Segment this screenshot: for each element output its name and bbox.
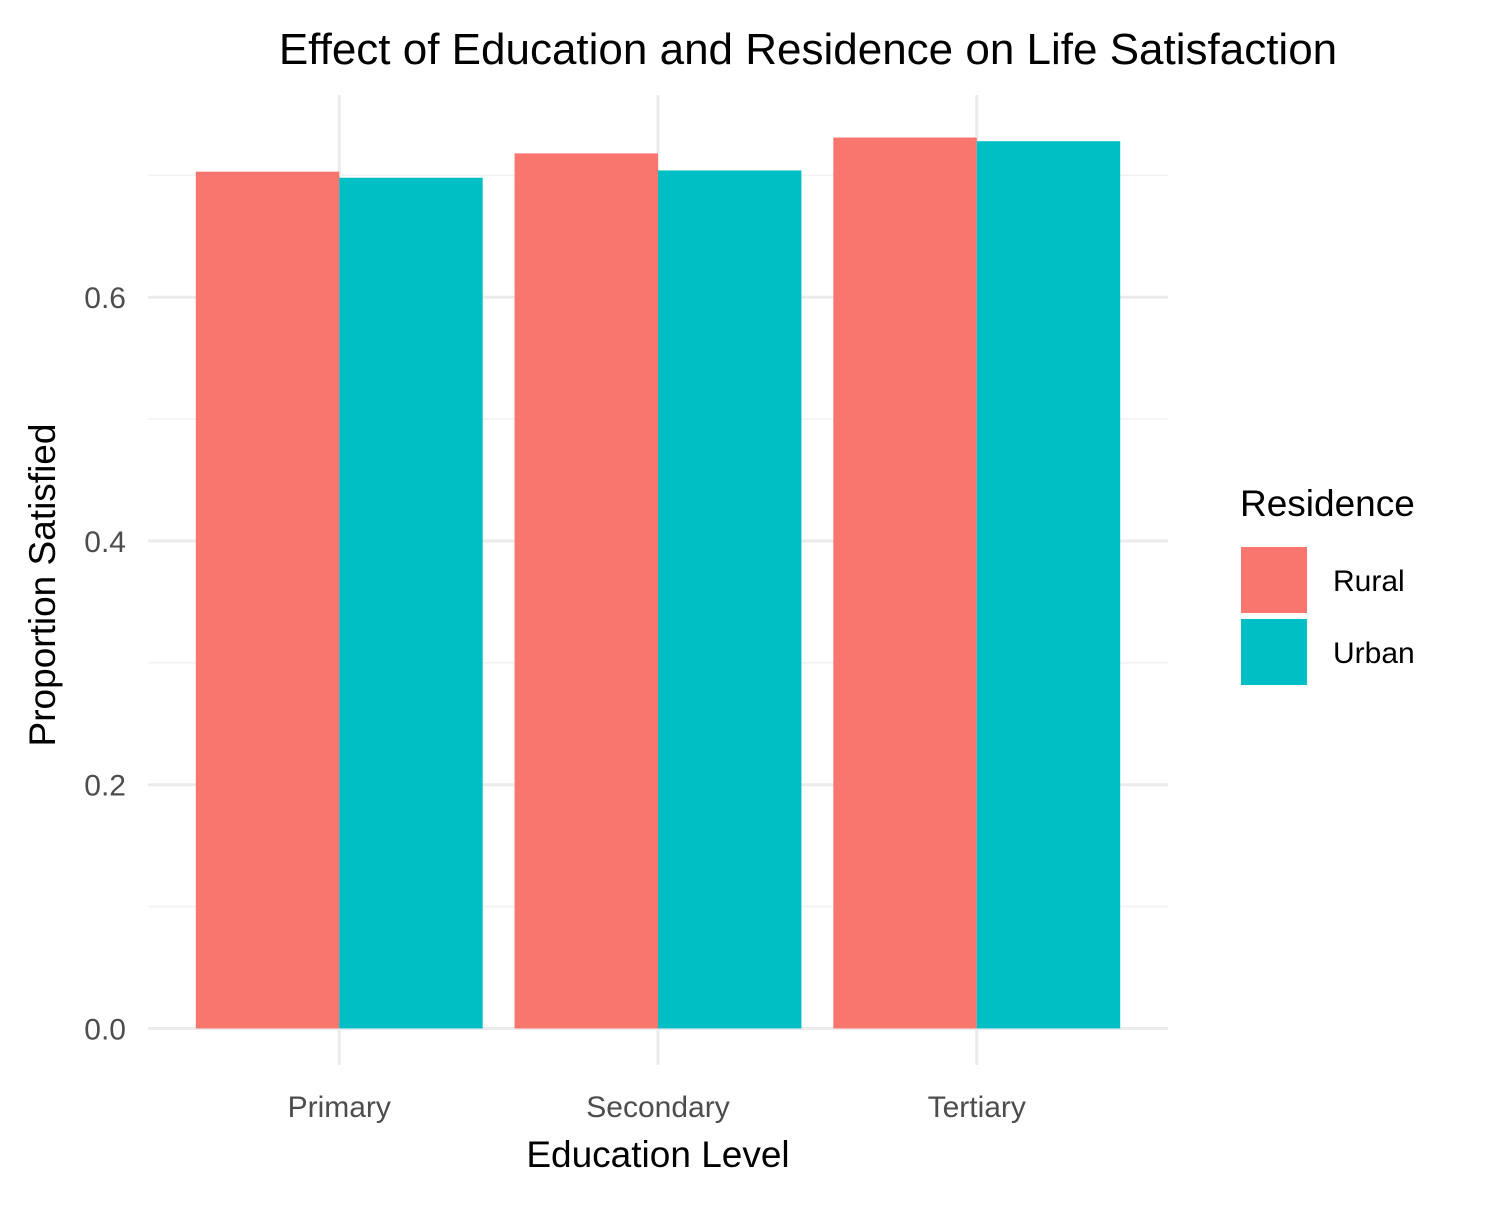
x-tick-label: Tertiary bbox=[928, 1091, 1026, 1124]
legend-label-rural: Rural bbox=[1333, 565, 1405, 598]
legend-key-urban bbox=[1241, 619, 1307, 685]
x-axis: Primary Secondary Tertiary bbox=[288, 1091, 1026, 1124]
legend: Residence Rural Urban bbox=[1240, 483, 1415, 685]
y-axis: 0.0 0.2 0.4 0.6 bbox=[84, 282, 126, 1046]
legend-key-rural bbox=[1241, 547, 1307, 613]
y-tick-label: 0.2 bbox=[84, 770, 126, 803]
x-tick-label: Primary bbox=[288, 1091, 391, 1124]
chart-title: Effect of Education and Residence on Lif… bbox=[279, 25, 1337, 74]
legend-title: Residence bbox=[1240, 483, 1415, 524]
legend-label-urban: Urban bbox=[1333, 637, 1415, 670]
bar-rural-secondary bbox=[514, 153, 658, 1029]
x-tick-label: Secondary bbox=[586, 1091, 729, 1124]
bar-urban-primary bbox=[339, 177, 483, 1029]
x-axis-label: Education Level bbox=[526, 1134, 789, 1175]
bar-rural-primary bbox=[195, 171, 340, 1029]
bars bbox=[195, 137, 1121, 1029]
y-tick-label: 0.6 bbox=[84, 282, 126, 315]
bar-rural-tertiary bbox=[833, 137, 977, 1029]
y-axis-label: Proportion Satisfied bbox=[22, 424, 63, 747]
bar-urban-secondary bbox=[658, 170, 802, 1029]
y-tick-label: 0.0 bbox=[84, 1013, 126, 1046]
y-tick-label: 0.4 bbox=[84, 526, 126, 559]
bar-urban-tertiary bbox=[976, 141, 1121, 1029]
